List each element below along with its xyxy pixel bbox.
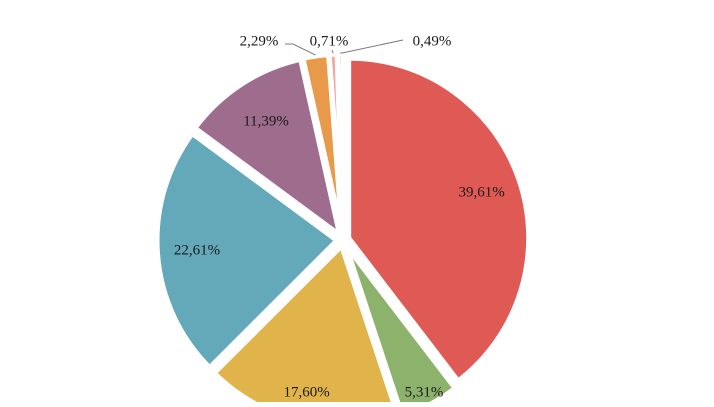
leader-line-7 (331, 49, 334, 54)
pie-slice-3 (210, 241, 398, 407)
pie-slice-4 (154, 130, 341, 372)
slice-label-8: 0,49% (413, 33, 452, 49)
leader-lines-layer (285, 39, 404, 56)
pie-slice-5 (191, 56, 344, 241)
slice-label-7: 0,71% (310, 33, 349, 49)
slice-label-6: 2,29% (240, 33, 279, 49)
slice-label-3: 17,60% (284, 384, 330, 400)
slice-label-5: 11,39% (243, 113, 289, 129)
slice-label-1: 39,61% (459, 184, 505, 200)
leader-line-6 (285, 43, 316, 56)
slice-label-4: 22,61% (174, 242, 220, 258)
leader-line-8 (340, 39, 404, 54)
slices-layer (154, 51, 532, 407)
pie-slice-1 (346, 55, 532, 385)
labels-layer: 39,61% 5,31% 17,60% 22,61% 11,39% 2,29% 0,71% 0… (174, 33, 505, 400)
slice-label-2: 5,31% (405, 385, 444, 401)
pie-slice-8 (334, 51, 346, 235)
